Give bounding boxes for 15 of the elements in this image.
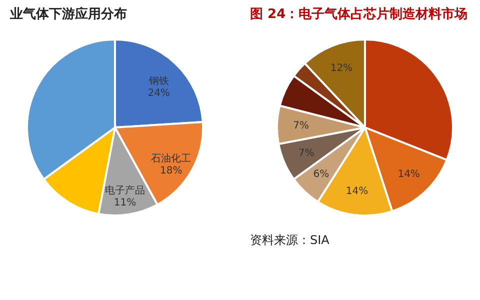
chart-title: 业气体下游应用分布 bbox=[9, 6, 127, 22]
data-label: 11% bbox=[114, 198, 136, 209]
slice-label: 电子产品 bbox=[105, 184, 146, 197]
data-label: 7% bbox=[298, 148, 314, 159]
slice-label: 钢铁 bbox=[148, 74, 169, 87]
data-label: 24% bbox=[148, 88, 170, 99]
data-label: 14% bbox=[346, 186, 368, 197]
text: 资料来源：SIA bbox=[250, 233, 330, 247]
data-label: 18% bbox=[160, 165, 182, 176]
chart-title: 图 24：电子气体占芯片制造材料市场 bbox=[250, 6, 468, 22]
data-label: 12% bbox=[330, 62, 353, 74]
data-label: 6% bbox=[313, 169, 330, 180]
slice-label: 石油化工 bbox=[151, 152, 192, 164]
data-label: 7% bbox=[293, 120, 309, 132]
data-label: 14% bbox=[398, 169, 420, 180]
